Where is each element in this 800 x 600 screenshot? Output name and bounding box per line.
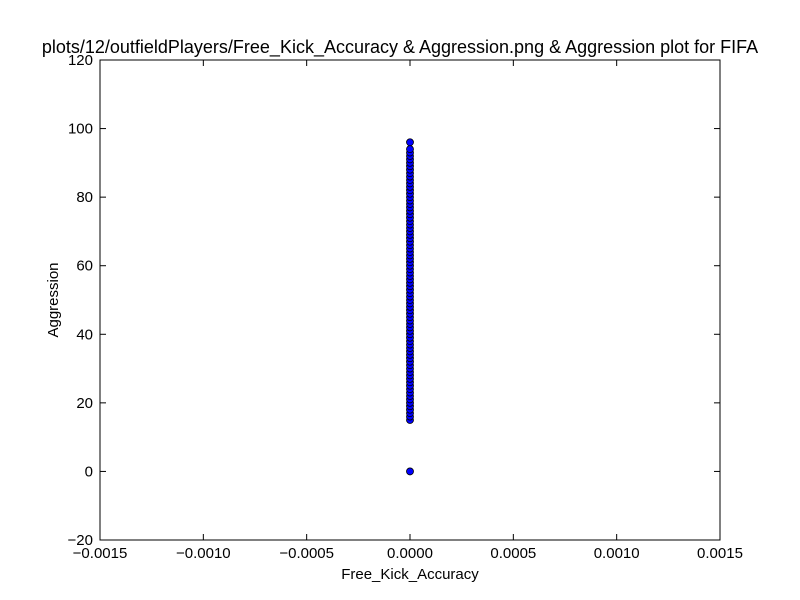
y-tick-label: 40 [76, 326, 93, 343]
y-axis-label: Aggression [45, 262, 62, 337]
x-tick-label: 0.0010 [594, 545, 640, 562]
x-axis: −0.0015 −0.0010 −0.0005 0.0000 0.0005 0.0010 0… [73, 60, 743, 562]
x-tick-label: 0.0000 [387, 545, 433, 562]
y-tick-label: −20 [68, 532, 93, 549]
y-tick-label: 20 [76, 395, 93, 412]
chart-title: plots/12/outfieldPlayers/Free_Kick_Accur… [42, 37, 758, 58]
data-point [406, 467, 414, 476]
x-axis-label: Free_Kick_Accuracy [341, 566, 479, 583]
y-tick-label: 80 [76, 189, 93, 206]
x-tick-label: 0.0015 [697, 545, 743, 562]
x-tick-label: −0.0010 [176, 545, 231, 562]
y-axis: −20 0 20 40 60 80 100 120 [68, 52, 720, 549]
data-point [406, 138, 414, 147]
x-tick-label: −0.0015 [73, 545, 128, 562]
data-points [406, 138, 414, 476]
x-tick-label: 0.0005 [490, 545, 536, 562]
y-tick-label: 120 [68, 52, 93, 69]
x-tick-label: −0.0005 [279, 545, 334, 562]
y-tick-label: 100 [68, 121, 93, 138]
data-point [406, 145, 414, 154]
y-tick-label: 60 [76, 258, 93, 275]
y-tick-label: 0 [85, 463, 93, 480]
